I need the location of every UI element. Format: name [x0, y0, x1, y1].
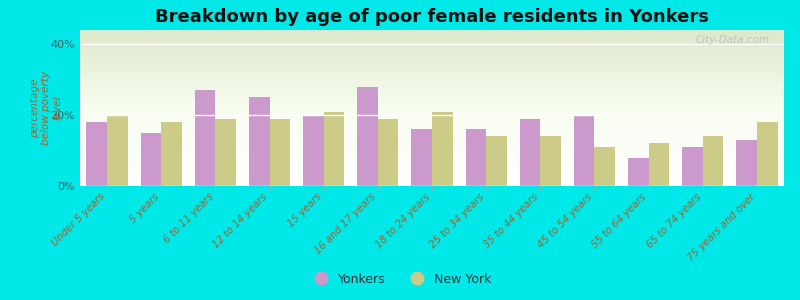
- Bar: [702, 136, 723, 186]
- Bar: [195, 90, 215, 186]
- Bar: [574, 115, 594, 186]
- Bar: [682, 147, 702, 186]
- Title: Breakdown by age of poor female residents in Yonkers: Breakdown by age of poor female resident…: [155, 8, 709, 26]
- Bar: [486, 136, 506, 186]
- Bar: [411, 129, 432, 186]
- Bar: [141, 133, 162, 186]
- Bar: [520, 118, 540, 186]
- Bar: [324, 112, 344, 186]
- Bar: [303, 115, 324, 186]
- Bar: [432, 112, 453, 186]
- Bar: [249, 98, 270, 186]
- Bar: [649, 143, 669, 186]
- Bar: [594, 147, 615, 186]
- Bar: [86, 122, 107, 186]
- Bar: [757, 122, 778, 186]
- Bar: [378, 118, 398, 186]
- Bar: [628, 158, 649, 186]
- Bar: [107, 115, 128, 186]
- Bar: [270, 118, 290, 186]
- Bar: [736, 140, 757, 186]
- Bar: [162, 122, 182, 186]
- Bar: [540, 136, 561, 186]
- Bar: [466, 129, 486, 186]
- Bar: [358, 87, 378, 186]
- Legend: Yonkers, New York: Yonkers, New York: [303, 268, 497, 291]
- Bar: [215, 118, 236, 186]
- Text: City-Data.com: City-Data.com: [696, 35, 770, 45]
- Y-axis label: percentage
below poverty
level: percentage below poverty level: [30, 71, 63, 145]
